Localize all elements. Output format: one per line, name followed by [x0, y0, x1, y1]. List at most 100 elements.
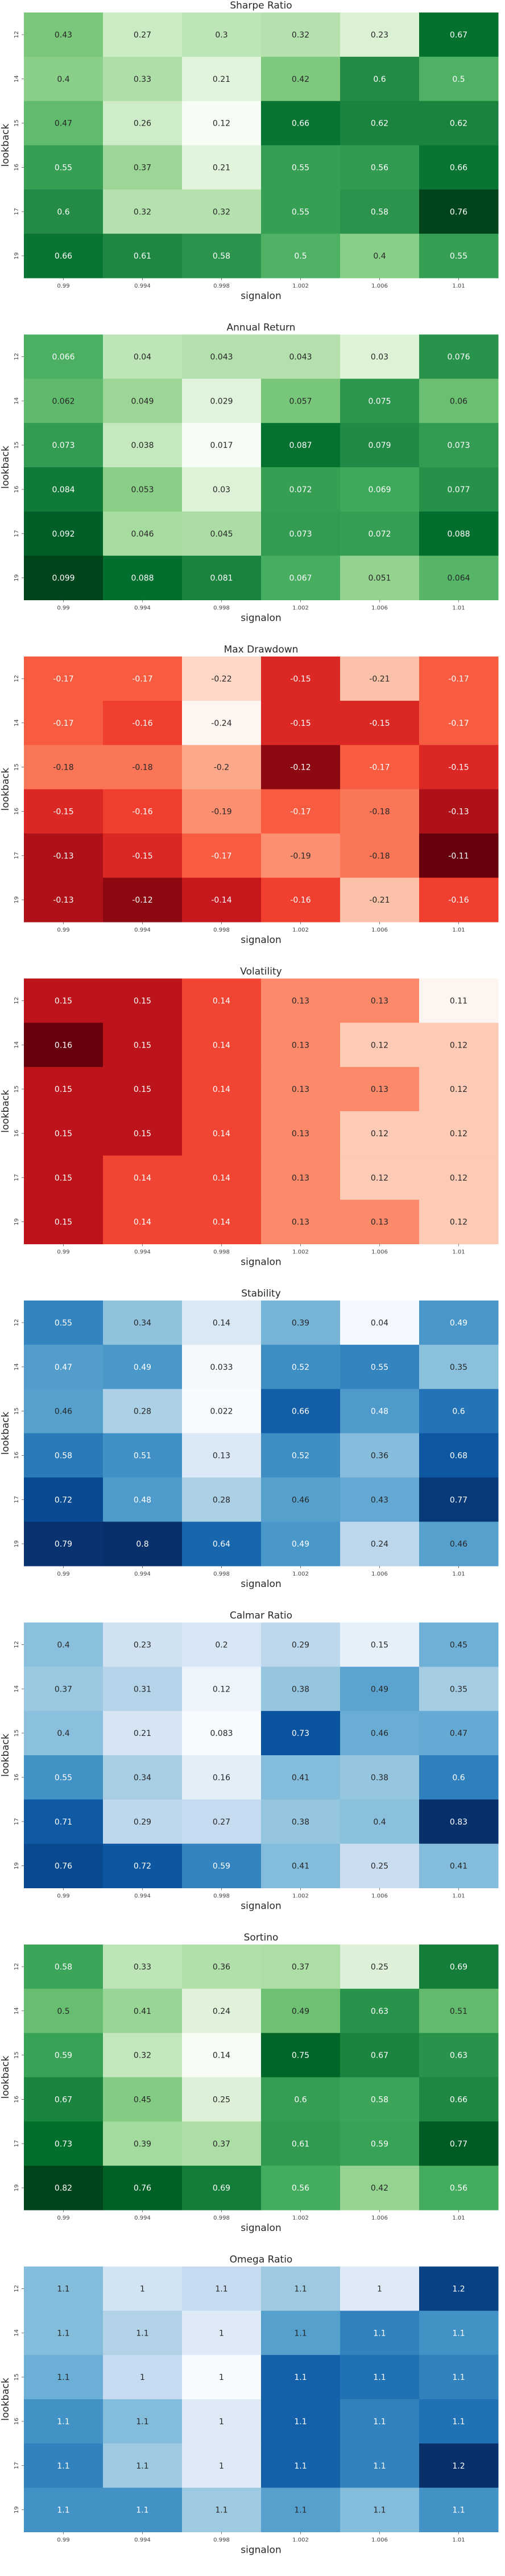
heatmap-cell	[182, 2443, 262, 2488]
x-tick-label: 1.006	[371, 283, 388, 289]
heatmap-cell	[261, 1622, 341, 1667]
cell-value-label: 0.12	[450, 1129, 467, 1139]
heatmap-cell	[419, 2311, 499, 2355]
heatmap-cell	[103, 657, 183, 701]
x-tick-label: 1.006	[371, 1893, 388, 1900]
cell-value-label: 0.31	[134, 1685, 151, 1694]
cell-value-label: -0.17	[53, 675, 73, 684]
heatmap-cell	[261, 1843, 341, 1888]
y-tick-label: 17	[14, 208, 20, 215]
cell-value-label: 0.03	[213, 485, 230, 495]
heatmap-cell	[419, 1023, 499, 1067]
heatmap-cell	[419, 1522, 499, 1567]
heatmap-cell	[419, 145, 499, 190]
heatmap-cell	[24, 1389, 104, 1434]
heatmap-cell	[103, 145, 183, 190]
heatmap-cell	[103, 13, 183, 57]
cell-value-label: 0.029	[210, 397, 233, 406]
cell-value-label: 1.1	[215, 2506, 227, 2515]
heatmap-cell	[182, 2166, 262, 2211]
cell-value-label: 0.051	[368, 574, 391, 583]
heatmap-cell	[340, 1155, 420, 1200]
heatmap-cell	[182, 2311, 262, 2355]
cell-value-label: 0.55	[55, 1319, 72, 1328]
cell-value-label: 0.55	[450, 252, 467, 261]
x-tick-label: 1.01	[452, 1893, 465, 1900]
heatmap-cell	[103, 2166, 183, 2211]
heatmap-cell	[340, 56, 420, 102]
heatmap-cell	[340, 2487, 420, 2532]
cell-value-label: 0.38	[292, 1685, 309, 1694]
x-tick-label: 1.002	[292, 1893, 309, 1900]
heatmap-cell	[340, 1111, 420, 1156]
cell-value-label: 0.76	[134, 2184, 151, 2193]
cell-value-label: 0.15	[134, 1041, 151, 1050]
heatmap-cell	[419, 334, 499, 379]
cell-value-label: 0.34	[134, 1773, 151, 1783]
heatmap-cell	[419, 1433, 499, 1478]
heatmap-cell	[261, 700, 341, 746]
heatmap-cell	[24, 2443, 104, 2488]
x-tick-label: 0.994	[134, 605, 151, 612]
heatmap-cell	[419, 189, 499, 234]
chart-title: Sharpe Ratio	[230, 0, 292, 11]
cell-value-label: 0.66	[450, 163, 467, 172]
heatmap-cell	[419, 2166, 499, 2211]
heatmap-cell	[24, 2311, 104, 2355]
heatmap-cell	[103, 1988, 183, 2034]
cell-value-label: 0.4	[57, 75, 69, 84]
cell-value-label: 0.62	[371, 119, 388, 128]
cell-value-label: 0.017	[210, 441, 233, 450]
cell-value-label: 0.25	[213, 2095, 230, 2104]
heatmap-cell	[261, 2033, 341, 2078]
heatmap-cell	[419, 511, 499, 556]
x-tick-label: 0.994	[134, 1893, 151, 1900]
x-tick-label: 0.998	[213, 2215, 230, 2221]
cell-value-label: 0.072	[289, 485, 312, 495]
heatmap-cell	[182, 1389, 262, 1434]
heatmap-cell	[103, 234, 183, 279]
cell-value-label: -0.15	[369, 719, 390, 728]
cell-value-label: 0.073	[52, 441, 74, 450]
cell-value-label: 0.82	[55, 2184, 72, 2193]
heatmap-cell	[24, 555, 104, 600]
heatmap-cell	[261, 56, 341, 102]
y-tick-label: 17	[14, 2462, 20, 2469]
heatmap-cell	[340, 1711, 420, 1756]
heatmap-cell	[182, 1433, 262, 1478]
x-tick-label: 1.006	[371, 2215, 388, 2221]
y-tick-label: 19	[14, 574, 20, 581]
cell-value-label: -0.22	[211, 675, 231, 684]
x-axis-label: signalon	[241, 1257, 281, 1268]
chart-title: Calmar Ratio	[230, 1610, 292, 1622]
y-tick-label: 15	[14, 2051, 20, 2059]
cell-value-label: 0.39	[292, 1319, 309, 1328]
heatmap-cell	[261, 1067, 341, 1112]
cell-value-label: 0.55	[371, 1363, 388, 1372]
heatmap-cell	[340, 2121, 420, 2166]
cell-value-label: -0.15	[290, 675, 311, 684]
heatmap-cell	[261, 1023, 341, 1067]
cell-value-label: 0.6	[294, 2095, 307, 2104]
heatmap-cell	[340, 657, 420, 701]
heatmap-cell	[103, 2121, 183, 2166]
heatmap-cell	[182, 56, 262, 102]
heatmap-cell	[182, 2121, 262, 2166]
heatmap-cell	[261, 1344, 341, 1390]
cell-value-label: 0.6	[57, 207, 69, 217]
cell-value-label: 0.038	[131, 441, 154, 450]
heatmap-cell	[24, 423, 104, 468]
heatmap-cell	[182, 13, 262, 57]
cell-value-label: 0.41	[450, 1862, 467, 1871]
cell-value-label: 0.21	[213, 163, 230, 172]
heatmap-cell	[340, 423, 420, 468]
heatmap-cell	[24, 56, 104, 102]
heatmap-cell	[261, 745, 341, 790]
heatmap-cell	[419, 1344, 499, 1390]
cell-value-label: 0.066	[52, 352, 74, 362]
heatmap-cell	[182, 1477, 262, 1522]
cell-value-label: 0.15	[134, 996, 151, 1006]
heatmap-cell	[340, 13, 420, 57]
heatmap-cell	[340, 878, 420, 923]
heatmap-cell	[103, 101, 183, 146]
